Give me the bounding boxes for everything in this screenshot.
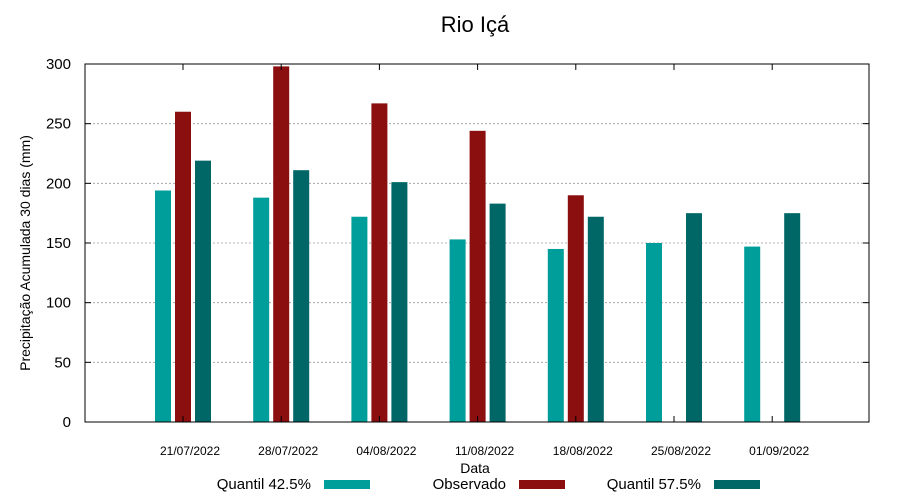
y-tick-label: 250: [46, 116, 71, 133]
bar-quantil-42-5--6: [744, 246, 761, 422]
bar-quantil-42-5--4: [547, 248, 564, 422]
x-tick-label: 04/08/2022: [356, 444, 416, 458]
legend-item-2: Quantil 57.5%: [607, 476, 760, 493]
x-tick-label: 25/08/2022: [651, 444, 711, 458]
legend: Quantil 42.5% Observado Quantil 57.5%: [217, 476, 760, 493]
y-tick-label: 50: [54, 354, 71, 371]
legend-swatch: [519, 480, 565, 489]
chart-title: Rio Içá: [441, 12, 510, 37]
x-tick-label: 01/09/2022: [749, 444, 809, 458]
y-tick-label: 0: [63, 414, 71, 431]
bar-observado-0: [175, 111, 191, 422]
legend-item-0: Quantil 42.5%: [217, 476, 370, 493]
bar-quantil-57-5--5: [686, 213, 702, 422]
y-tick-label: 300: [46, 56, 71, 73]
x-axis-label: Data: [460, 460, 490, 476]
bar-quantil-42-5--5: [646, 243, 662, 422]
legend-swatch: [714, 480, 760, 489]
bars: [155, 66, 801, 423]
bar-quantil-57-5--2: [391, 182, 408, 422]
x-tick-label: 21/07/2022: [160, 444, 220, 458]
y-axis-ticks: 0 50 100 150 200 250 300: [46, 56, 869, 431]
bar-observado-1: [273, 66, 290, 423]
bar-quantil-57-5--1: [293, 170, 310, 422]
legend-label: Quantil 42.5%: [217, 476, 311, 493]
bar-quantil-57-5--4: [587, 216, 604, 422]
bar-quantil-57-5--3: [489, 203, 506, 422]
x-tick-label: 28/07/2022: [258, 444, 318, 458]
bar-quantil-42-5--2: [351, 216, 368, 422]
x-axis-ticks: 21/07/2022 28/07/2022 04/08/2022 11/08/2022…: [160, 64, 810, 458]
y-axis-label: Precipitação Acumulada 30 dias (mm): [17, 135, 33, 371]
x-tick-label: 11/08/2022: [455, 444, 514, 458]
bar-quantil-57-5--6: [784, 213, 801, 422]
bar-observado-3: [469, 130, 486, 422]
bar-observado-4: [567, 195, 584, 422]
bar-quantil-42-5--1: [253, 197, 270, 422]
bar-observado-2: [371, 103, 388, 422]
x-tick-label: 18/08/2022: [553, 444, 613, 458]
legend-label: Observado: [433, 476, 506, 493]
y-tick-label: 200: [46, 175, 71, 192]
bar-quantil-57-5--0: [195, 160, 211, 422]
y-tick-label: 150: [46, 235, 71, 252]
bar-quantil-42-5--0: [155, 190, 171, 422]
legend-item-1: Observado: [433, 476, 565, 493]
bar-quantil-42-5--3: [449, 239, 466, 422]
y-tick-label: 100: [46, 295, 71, 312]
legend-swatch: [324, 480, 370, 489]
legend-label: Quantil 57.5%: [607, 476, 701, 493]
